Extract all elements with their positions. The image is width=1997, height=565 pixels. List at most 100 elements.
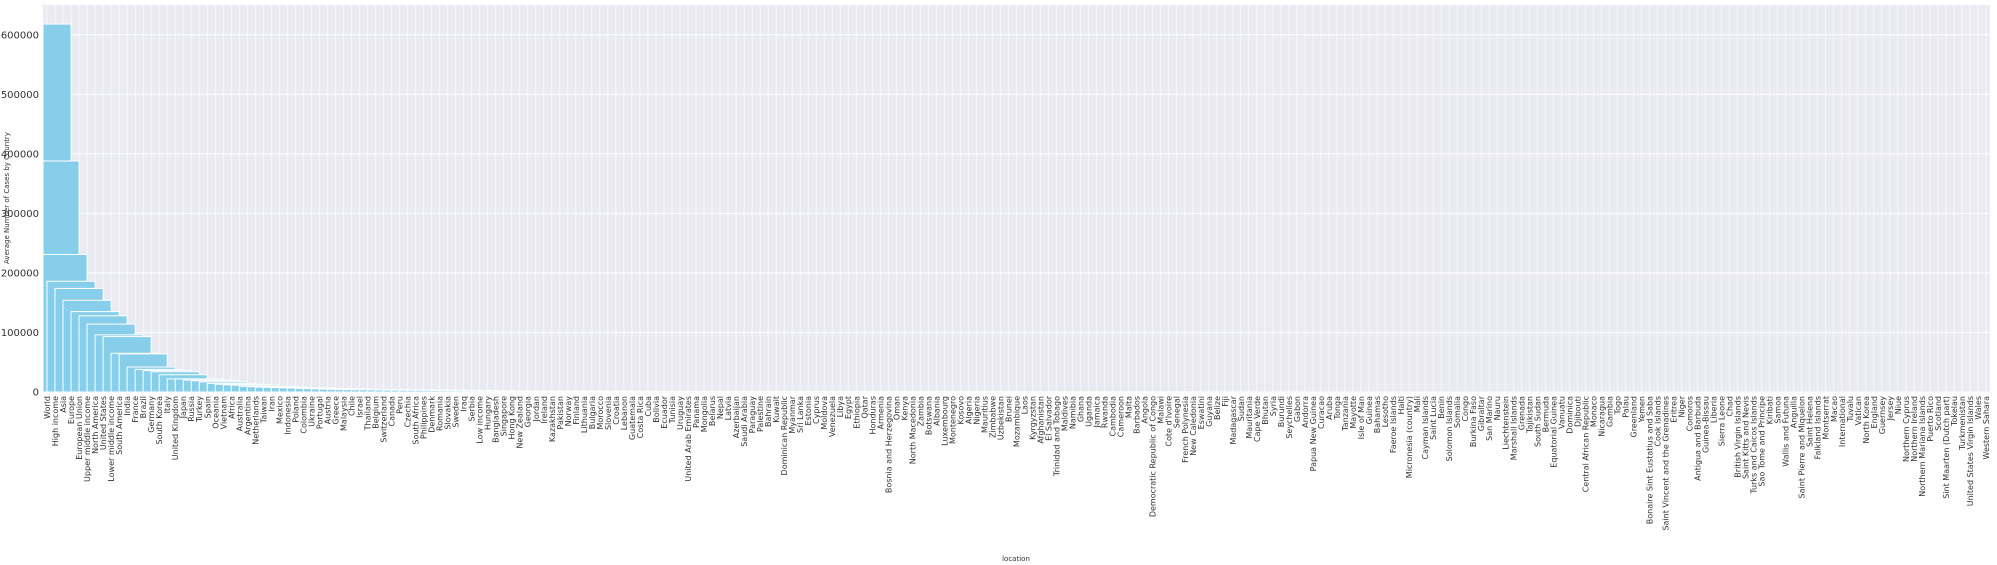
- x-tick-label: Northern Ireland: [1910, 396, 1919, 462]
- x-tick-label: Macao: [1830, 396, 1839, 422]
- x-tick-label: Bonaire Sint Eustatius and Saba: [1645, 396, 1654, 524]
- y-axis-ticks: 0 100000 200000 300000 400000 500000 600000: [1, 30, 39, 398]
- x-tick-label: Czechia: [404, 396, 413, 427]
- x-tick-label: Kenya: [900, 396, 909, 421]
- x-tick-label: Panama: [692, 396, 701, 428]
- x-tick-label: Greece: [331, 396, 340, 425]
- x-tick-label: Germany: [147, 396, 156, 433]
- x-tick-label: Myanmar: [788, 395, 797, 433]
- x-tick-label: France: [131, 396, 140, 423]
- x-tick-label: Nauru: [1493, 396, 1502, 420]
- x-tick-label: Wallis and Futuna: [1782, 396, 1791, 467]
- x-tick-label: Papua New Guinea: [1309, 396, 1318, 471]
- x-tick-label: Mali: [1413, 396, 1422, 412]
- x-tick-label: Austria: [323, 396, 332, 424]
- x-tick-label: Uzbekistan: [996, 396, 1005, 440]
- x-tick-label: Guinea: [1365, 396, 1374, 424]
- x-tick-label: Saudi Arabia: [740, 396, 749, 447]
- x-tick-label: French Polynesia: [1181, 396, 1190, 463]
- x-tick-label: Tunisia: [668, 396, 677, 424]
- x-tick-label: Jordan: [532, 396, 541, 422]
- x-tick-label: Chad: [1726, 396, 1735, 417]
- x-tick-label: Mongolia: [700, 396, 709, 432]
- x-tick-label: Grenada: [1517, 396, 1526, 430]
- x-tick-label: Upper middle income: [83, 396, 92, 482]
- x-tick-label: Guyana: [1205, 396, 1214, 427]
- x-tick-label: Belarus: [708, 396, 717, 426]
- x-tick-label: Vanuatu: [1557, 396, 1566, 429]
- x-tick-label: Wales: [1974, 396, 1983, 420]
- x-tick-label: Lower middle income: [107, 396, 116, 482]
- x-tick-label: Gambia: [1605, 396, 1614, 427]
- x-tick-label: Israel: [355, 396, 364, 418]
- x-tick-label: Zimbabwe: [988, 396, 997, 438]
- x-tick-label: Sierra Leone: [1718, 396, 1727, 446]
- x-tick-label: Mauritania: [1245, 396, 1254, 439]
- x-tick-label: Northern Mariana Islands: [1918, 396, 1927, 497]
- x-tick-label: Mayotte: [1349, 396, 1358, 429]
- x-tick-label: Western Sahara: [1982, 396, 1991, 460]
- x-tick-label: Maldives: [1061, 396, 1070, 431]
- x-tick-label: International: [1838, 396, 1847, 447]
- x-tick-label: United Arab Emirates: [684, 396, 693, 482]
- x-tick-label: Scotland: [1934, 396, 1943, 431]
- x-tick-label: Kyrgyzstan: [1029, 396, 1038, 440]
- x-tick-label: Equatorial Guinea: [1549, 396, 1558, 468]
- x-tick-label: Moldova: [820, 396, 829, 430]
- x-tick-label: Ethiopia: [852, 396, 861, 429]
- x-tick-label: Gabon: [1293, 396, 1302, 422]
- x-tick-label: Democratic Republic of Congo: [1149, 396, 1158, 517]
- x-tick-label: South Korea: [155, 396, 164, 445]
- x-tick-label: British Virgin Islands: [1734, 396, 1743, 478]
- x-tick-label: Bahrain: [764, 396, 773, 427]
- x-tick-label: Guernsey: [1878, 396, 1887, 435]
- x-tick-label: Australia: [235, 396, 244, 431]
- x-tick-label: Cameroon: [1117, 396, 1126, 437]
- x-tick-label: Syria: [1269, 396, 1278, 416]
- x-tick-label: Turks and Caicos Islands: [1750, 396, 1759, 495]
- x-tick-label: Japan: [179, 396, 188, 419]
- x-tick-label: Anguilla: [1790, 396, 1799, 428]
- y-tick-label: 0: [33, 388, 39, 399]
- x-tick-label: Zambia: [916, 396, 925, 426]
- x-axis-ticks: World High income Asia Europe European Union…: [43, 395, 1991, 530]
- x-tick-label: Montserrat: [1822, 396, 1831, 440]
- x-tick-label: High income: [51, 396, 60, 446]
- x-tick-label: Europe: [67, 396, 76, 424]
- x-axis-label: location: [1002, 555, 1030, 563]
- x-tick-label: Afghanistan: [1037, 396, 1046, 444]
- x-tick-label: Liechtenstein: [1501, 396, 1510, 450]
- x-tick-label: Lithuania: [580, 396, 589, 433]
- x-tick-label: Montenegro: [948, 396, 957, 444]
- x-tick-label: Kiribati: [1766, 396, 1775, 424]
- x-tick-label: Romania: [436, 396, 445, 431]
- x-tick-label: Italy: [163, 396, 172, 414]
- x-tick-label: Kosovo: [956, 396, 965, 425]
- x-tick-label: El Salvador: [1045, 395, 1054, 441]
- x-tick-label: Poland: [291, 396, 300, 423]
- x-tick-label: England: [1870, 396, 1879, 428]
- x-tick-label: Namibia: [1069, 396, 1078, 429]
- x-tick-label: Tonga: [1333, 396, 1342, 421]
- x-tick-label: Qatar: [860, 395, 869, 418]
- x-tick-label: Cape Verde: [1253, 396, 1262, 442]
- x-tick-label: Tajikistan: [1525, 396, 1534, 434]
- x-tick-label: Paraguay: [748, 396, 757, 434]
- x-tick-label: Cook Islands: [1653, 396, 1662, 447]
- x-tick-label: Finland: [572, 396, 581, 425]
- y-tick-label: 400000: [1, 149, 39, 160]
- x-tick-label: Nicaragua: [1597, 396, 1606, 437]
- x-tick-label: Samoa: [1774, 396, 1783, 424]
- x-tick-label: Brazil: [139, 396, 148, 418]
- x-tick-label: Latvia: [724, 396, 733, 420]
- x-tick-label: Azerbaijan: [732, 396, 741, 438]
- x-tick-label: Congo: [1461, 396, 1470, 422]
- x-tick-label: Malawi: [1157, 396, 1166, 424]
- x-tick-label: United Kingdom: [171, 396, 180, 460]
- x-tick-label: Malta: [1125, 396, 1134, 418]
- x-tick-label: Colombia: [299, 396, 308, 434]
- x-tick-label: Costa Rica: [636, 396, 645, 438]
- x-tick-label: United States Virgin Islands: [1966, 396, 1975, 506]
- x-tick-label: Belgium: [372, 396, 381, 429]
- x-tick-label: Denmark: [428, 396, 437, 433]
